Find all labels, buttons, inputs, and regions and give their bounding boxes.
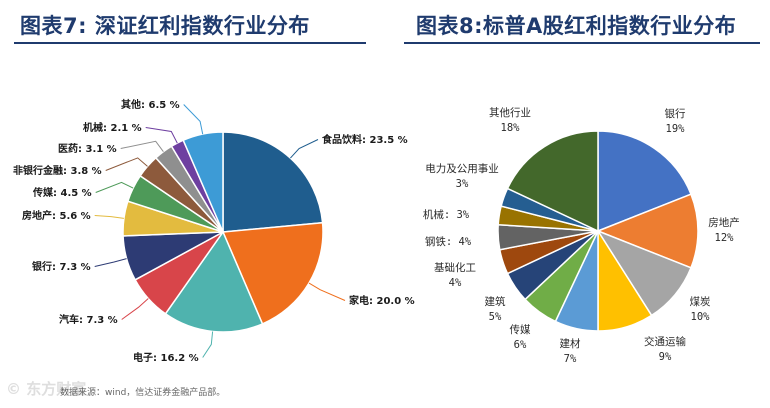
left-pie-label-5: 房地产: 5.6 % — [22, 209, 91, 222]
right-pie-category-5: 传媒 — [510, 323, 531, 336]
right-pie-category-11: 其他行业 — [489, 106, 531, 119]
left-pie-leader-1 — [308, 282, 346, 301]
right-pie-category-4: 建材 — [560, 337, 581, 350]
left-pie-slice-0 — [222, 131, 324, 233]
left-pie-slice-2 — [164, 230, 264, 333]
right-pie-value-10: 3% — [456, 178, 469, 190]
right-pie-label-8: 钢铁: 4% — [425, 235, 472, 248]
left-pie-label-8: 医药: 3.1 % — [58, 142, 117, 155]
chart-title-left: 图表7: 深证红利指数行业分布 — [20, 14, 310, 38]
right-pie-category-3: 交通运输 — [644, 335, 686, 348]
left-pie-leader-6 — [95, 181, 134, 193]
chart-title-right: 图表8:标普A股红利指数行业分布 — [416, 14, 737, 38]
right-pie-slice-1 — [595, 193, 699, 269]
title-underline-left — [14, 42, 366, 44]
right-pie-value-6: 5% — [489, 311, 502, 323]
left-pie-slice-1 — [221, 221, 324, 325]
right-pie-label-9: 机械: 3% — [423, 208, 470, 221]
left-pie-label-6: 传媒: 4.5 % — [32, 186, 92, 199]
right-pie-value-2: 10% — [691, 311, 711, 323]
left-pie-label-3: 汽车: 7.3 % — [59, 313, 118, 326]
left-pie-label-9: 机械: 2.1 % — [83, 121, 142, 134]
right-pie-value-11: 18% — [501, 122, 521, 134]
source-note: 数据来源：wind，信达证券金融产品部。 — [60, 388, 226, 398]
left-pie-label-0: 食品饮料: 23.5 % — [321, 133, 408, 146]
left-pie-leader-7 — [105, 157, 148, 171]
left-pie-leader-0 — [290, 139, 319, 159]
left-pie-leader-3 — [121, 298, 149, 320]
left-pie-leader-4 — [94, 258, 127, 267]
left-pie-leader-10 — [183, 104, 204, 135]
right-pie-value-1: 12% — [715, 232, 735, 244]
right-pie-category-7: 基础化工 — [434, 261, 476, 274]
right-pie-category-0: 银行 — [665, 107, 686, 120]
right-pie-value-0: 19% — [666, 123, 686, 135]
left-pie-label-7: 非银行金融: 3.8 % — [13, 164, 102, 177]
left-pie-leader-5 — [94, 215, 124, 219]
right-pie-value-7: 4% — [449, 277, 462, 289]
pie-chart-right: 银行 19% 房地产 12% 煤炭 10% 交通运输 9% 建材 7% 传媒 6% 建筑 5% 基础化工 4%… — [423, 106, 740, 365]
right-pie-value-4: 7% — [564, 353, 577, 365]
right-pie-category-10: 电力及公用事业 — [425, 162, 499, 175]
left-pie-slice-10 — [182, 131, 224, 233]
right-pie-value-5: 6% — [514, 339, 527, 351]
left-pie-label-2: 电子: 16.2 % — [133, 351, 199, 364]
right-pie-slice-0 — [597, 130, 692, 233]
right-pie-category-2: 煤炭 — [690, 295, 711, 308]
left-pie-leader-8 — [120, 140, 164, 152]
left-pie-leader-2 — [202, 331, 214, 358]
right-pie-category-6: 建筑 — [485, 295, 506, 308]
right-pie-value-3: 9% — [659, 351, 672, 363]
title-underline-right — [404, 42, 760, 44]
watermark: © 东方财富 — [6, 380, 87, 398]
pie-chart-left: 食品饮料: 23.5 % 家电: 20.0 % 电子: 16.2 % 汽车: 7.3 … — [13, 98, 415, 364]
left-pie-label-10: 其他: 6.5 % — [121, 98, 180, 111]
right-pie-slice-11 — [506, 130, 599, 233]
left-pie-label-4: 银行: 7.3 % — [32, 260, 91, 273]
right-pie-category-1: 房地产 — [708, 216, 740, 229]
left-pie-leader-9 — [145, 127, 178, 144]
left-pie-label-1: 家电: 20.0 % — [349, 294, 415, 307]
